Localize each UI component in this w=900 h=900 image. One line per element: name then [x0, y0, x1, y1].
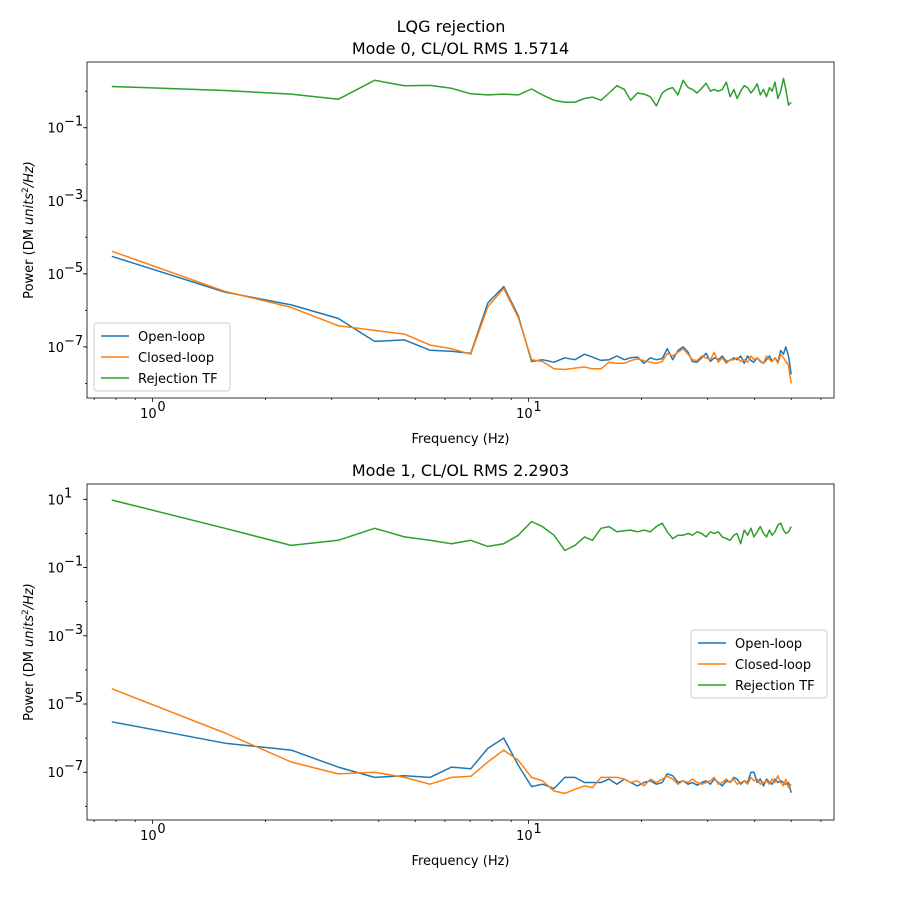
- legend-box: [690, 629, 828, 699]
- y-tick-exponent: −5: [64, 691, 83, 706]
- y-tick-label: 10: [47, 698, 64, 713]
- series-line: [111, 688, 792, 795]
- y-tick-label: 10: [47, 268, 64, 283]
- x-axis-label: Frequency (Hz): [411, 854, 509, 869]
- y-tick-exponent: −3: [64, 623, 83, 638]
- y-tick-label: 10: [47, 122, 64, 137]
- series-line: [111, 250, 792, 384]
- y-tick-label: 10: [47, 341, 64, 356]
- y-tick-exponent: −1: [64, 555, 83, 570]
- legend-entry-label: Open-loop: [138, 330, 205, 345]
- legend: Open-loop Closed-loop Rejection TF: [93, 322, 231, 392]
- x-tick-exponent: 0: [157, 822, 165, 837]
- x-tick-exponent: 1: [533, 822, 541, 837]
- legend-entry-label: Rejection TF: [138, 372, 218, 387]
- plot-frame: [86, 483, 835, 821]
- chart-title: Mode 1, CL/OL RMS 2.2903: [352, 461, 569, 480]
- y-tick-label: 10: [47, 766, 64, 781]
- series-line: [111, 77, 792, 107]
- legend-entry-label: Closed-loop: [138, 351, 214, 366]
- chart-title: Mode 0, CL/OL RMS 1.5714: [352, 39, 569, 58]
- x-tick-label: 10: [140, 407, 157, 422]
- y-tick-label: 10: [47, 493, 64, 508]
- y-tick-label: 10: [47, 562, 64, 577]
- y-tick-label: 10: [47, 195, 64, 210]
- x-tick-exponent: 0: [157, 400, 165, 415]
- y-tick-exponent: −5: [64, 261, 83, 276]
- x-tick-label: 10: [140, 829, 157, 844]
- y-tick-exponent: 1: [64, 486, 72, 501]
- y-tick-exponent: −3: [64, 188, 83, 203]
- series-line: [111, 499, 792, 552]
- plot-frame: [86, 61, 835, 399]
- legend-entry-label: Open-loop: [735, 637, 802, 652]
- x-tick-exponent: 1: [533, 400, 541, 415]
- legend-entry-label: Rejection TF: [735, 679, 815, 694]
- legend-box: [93, 322, 231, 392]
- y-tick-exponent: −1: [64, 115, 83, 130]
- x-axis-label: Frequency (Hz): [411, 432, 509, 447]
- figure-suptitle: LQG rejection: [397, 17, 506, 36]
- y-axis-label: Power (DM units2/Hz): [21, 161, 37, 299]
- x-tick-label: 10: [516, 407, 533, 422]
- legend-entry-label: Closed-loop: [735, 658, 811, 673]
- y-tick-exponent: −7: [64, 759, 83, 774]
- x-tick-label: 10: [516, 829, 533, 844]
- y-tick-exponent: −7: [64, 334, 83, 349]
- y-axis-label: Power (DM units2/Hz): [21, 583, 37, 721]
- y-tick-label: 10: [47, 630, 64, 645]
- legend: Open-loop Closed-loop Rejection TF: [690, 629, 828, 699]
